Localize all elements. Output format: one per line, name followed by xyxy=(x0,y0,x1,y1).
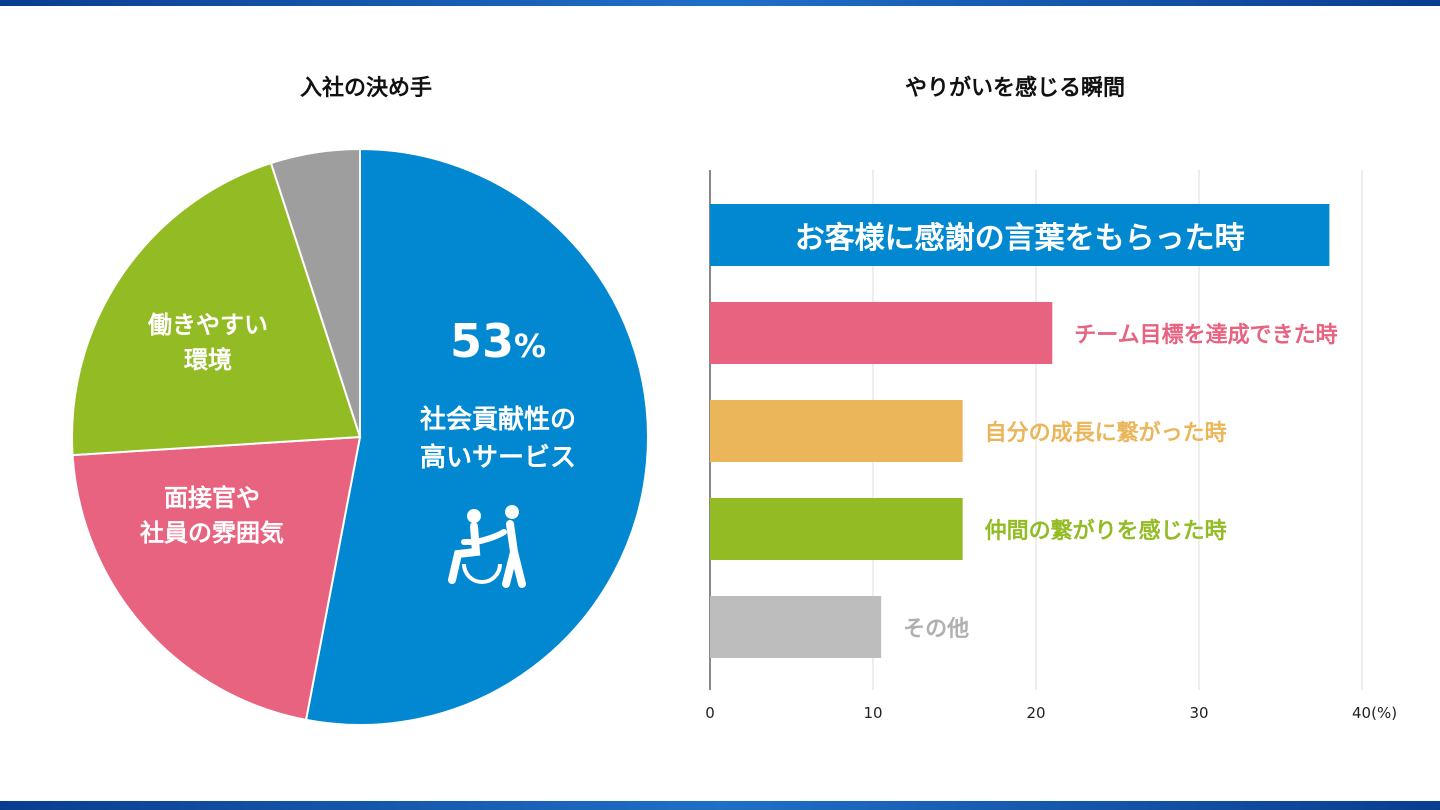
x-tick-label: 20 xyxy=(1026,704,1046,722)
x-tick-label: 40(%) xyxy=(1352,704,1398,722)
bar-label: その他 xyxy=(903,617,970,642)
x-tick-label: 30 xyxy=(1189,704,1209,722)
pie-label-green: 働きやすい 環境 xyxy=(148,311,268,374)
bottom-band xyxy=(0,801,1440,810)
bar-label: お客様に感謝の言葉をもらった時 xyxy=(794,221,1245,256)
bar-label: 自分の成長に繋がった時 xyxy=(984,421,1227,446)
bar-0 xyxy=(710,204,1330,266)
pie-label-pink: 面接官や 社員の雰囲気 xyxy=(140,484,284,547)
pie-pct-label: 53% xyxy=(449,314,547,368)
pie-slice-2 xyxy=(71,161,362,457)
pie-label-blue: 社会貢献性の 高いサービス xyxy=(419,405,577,473)
pie-slice-1 xyxy=(71,435,362,722)
x-tick-label: 10 xyxy=(863,704,883,722)
bar-title: やりがいを感じる瞬間 xyxy=(904,76,1126,101)
bar-label: 仲間の繋がりを感じた時 xyxy=(984,519,1227,544)
wheelchair-caregiver-icon xyxy=(448,505,526,588)
x-tick-label: 0 xyxy=(705,704,715,722)
bar-3 xyxy=(710,498,963,560)
pie-title: 入社の決め手 xyxy=(299,76,433,101)
pie-slice-3 xyxy=(269,147,361,438)
pie-slice-0 xyxy=(304,147,649,726)
bar-1 xyxy=(710,302,1053,364)
bar-label: チーム目標を達成できた時 xyxy=(1074,323,1338,348)
bar-2 xyxy=(710,400,963,462)
bar-4 xyxy=(710,596,882,658)
top-band xyxy=(0,0,1440,6)
